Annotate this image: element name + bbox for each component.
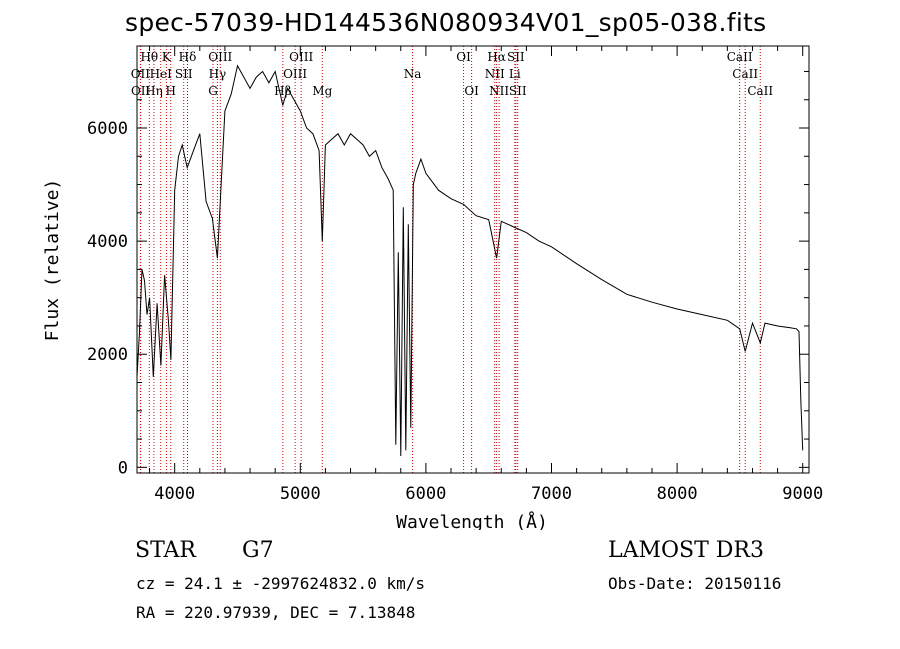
axis-ticks: 4000 5000 6000 7000 8000 9000 0 2000 4000 6000 [87,46,823,504]
spectrum-line [136,64,804,457]
object-class: STAR [135,538,196,563]
line-marker-label: OII [131,84,151,98]
line-marker-label: OI [456,50,471,64]
line-marker-label: OI [464,84,479,98]
line-marker-label: Mg [312,84,332,98]
line-marker-label: Hθ [140,50,158,64]
line-marker-label: Hη [145,84,163,98]
line-marker-label: OII [131,67,151,81]
obs-date: Obs-Date: 20150116 [608,574,782,593]
line-marker-label: Hα [487,50,506,64]
line-marker-label: Hγ [209,67,227,81]
line-marker-label: CaII [727,50,753,64]
redshift-line: cz = 24.1 ± -2997624832.0 km/s [136,574,425,593]
chart-title: spec-57039-HD144536N080934V01_sp05-038.f… [125,8,767,37]
ra-dec-line: RA = 220.97939, DEC = 7.13848 [136,603,416,622]
line-marker-label: K [162,50,172,64]
line-marker-label: CaII [747,84,773,98]
line-marker-label: OIII [208,50,232,64]
line-marker-label: OIII [283,67,307,81]
line-marker-label: Li [509,67,521,81]
y-tick-label: 2000 [87,345,128,365]
x-tick-label: 8000 [657,484,698,504]
line-marker-label: Hβ [274,84,291,98]
x-tick-label: 4000 [154,484,195,504]
line-marker-label: Hδ [179,50,197,64]
line-marker-label: NII [485,67,505,81]
survey-name: LAMOST DR3 [608,538,764,563]
x-tick-label: 6000 [405,484,446,504]
y-axis-label: Flux (relative) [42,179,63,342]
x-tick-label: 9000 [782,484,823,504]
x-tick-label: 7000 [531,484,572,504]
x-tick-label: 5000 [280,484,321,504]
y-tick-label: 6000 [87,119,128,139]
line-marker-label: SII [509,84,527,98]
line-marker-label: NII [489,84,509,98]
line-marker-label: Na [404,67,422,81]
line-marker-label: G [208,84,218,98]
line-marker-label: H [166,84,176,98]
x-axis-label: Wavelength (Å) [396,511,548,530]
line-marker-label: OIII [289,50,313,64]
line-marker-label: HeI [150,67,173,81]
y-tick-label: 4000 [87,232,128,252]
plot-frame [136,45,810,474]
line-marker-label: CaII [732,67,758,81]
y-tick-label: 0 [118,458,128,478]
line-marker-label: SII [175,67,193,81]
object-subclass: G7 [242,538,274,563]
line-markers [139,46,761,473]
line-marker-label: SII [507,50,525,64]
